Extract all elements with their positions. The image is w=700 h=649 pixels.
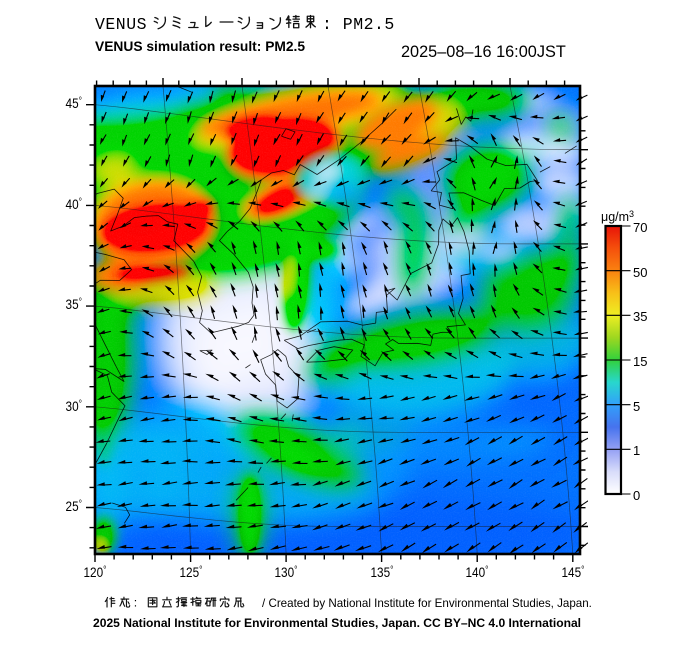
svg-text:: PM2.5: : PM2.5 [322, 15, 395, 34]
svg-text::: : [134, 596, 137, 610]
svg-text:VENUS: VENUS [95, 15, 147, 34]
